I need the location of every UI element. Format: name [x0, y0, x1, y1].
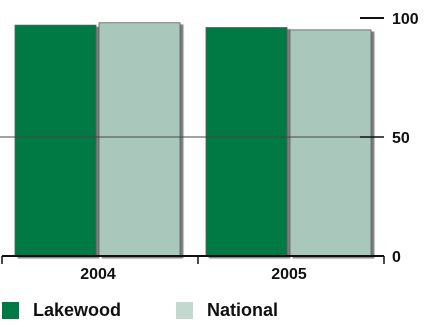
legend-swatch-national: [176, 302, 193, 319]
legend-swatch-lakewood: [2, 302, 19, 319]
bar-national-2005: [289, 29, 372, 257]
y-tick-label-0: 0: [392, 249, 401, 266]
bar-lakewood-2005: [205, 27, 288, 257]
y-tick-label-100: 100: [392, 11, 419, 28]
bar-lakewood-2004: [14, 24, 97, 257]
legend-label-national: National: [207, 300, 279, 320]
x-tick-label-2005: 2005: [271, 266, 307, 283]
bars-group: [14, 22, 372, 257]
legend-label-lakewood: Lakewood: [33, 300, 122, 320]
bar-chart: 0 50 100 2004 2005: [0, 11, 419, 283]
legend-item-lakewood: Lakewood: [2, 300, 121, 321]
x-tick-label-2004: 2004: [80, 266, 116, 283]
y-tick-label-50: 50: [392, 130, 410, 147]
axes-group: 0 50 100 2004 2005: [0, 11, 419, 283]
legend-item-national: National: [176, 300, 278, 321]
legend: Lakewood National: [0, 300, 427, 326]
bar-national-2004: [98, 22, 181, 257]
